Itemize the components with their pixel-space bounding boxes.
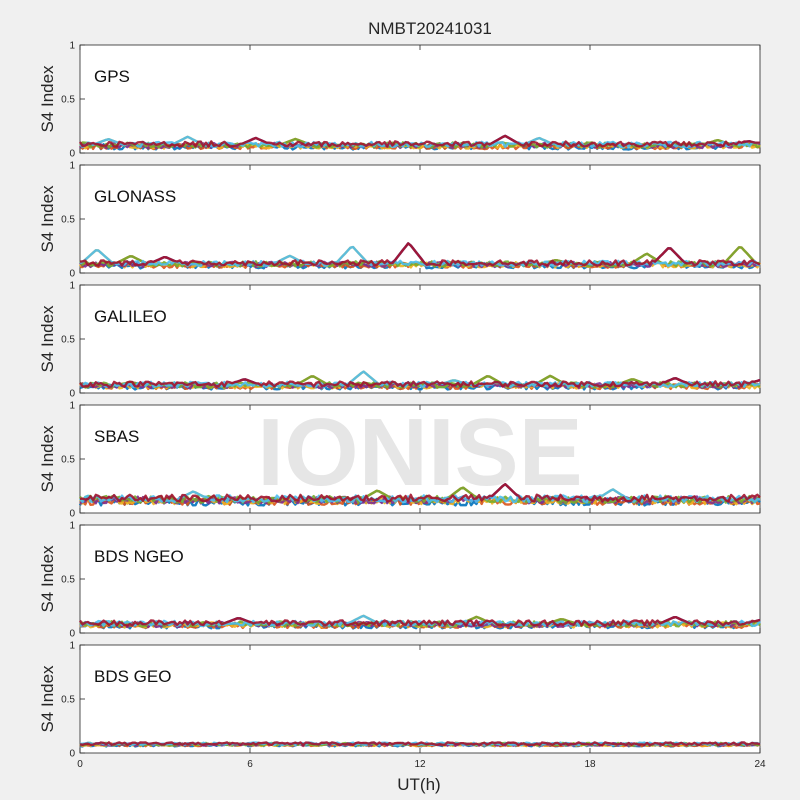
figure-title: NMBT20241031: [368, 19, 492, 38]
data-traces: [78, 134, 761, 151]
y-axis-label: S4 Index: [38, 185, 57, 253]
y-tick-label: 0: [69, 269, 75, 280]
y-axis-label: S4 Index: [38, 545, 57, 613]
y-tick-label: 0.5: [61, 335, 75, 346]
panel-galileo: 0 0.5 1 S4 Index GALILEO: [38, 281, 761, 400]
series-trace: [79, 741, 761, 747]
series-trace: [78, 134, 760, 148]
y-axis-label: S4 Index: [38, 425, 57, 493]
series-trace: [79, 377, 761, 388]
y-tick-label: 1: [69, 521, 75, 532]
y-tick-label: 0: [69, 509, 75, 520]
y-axis-label: S4 Index: [38, 665, 57, 733]
y-tick-label: 0.5: [61, 455, 75, 466]
y-tick-label: 1: [69, 41, 75, 52]
y-axis-label: S4 Index: [38, 65, 57, 133]
data-traces: [79, 614, 762, 630]
panel-gps: 0 0.5 1 S4 Index GPS: [38, 41, 761, 160]
y-tick-label: 0: [69, 389, 75, 400]
y-tick-label: 0.5: [61, 95, 75, 106]
data-traces: [78, 483, 761, 507]
y-axis-label: S4 Index: [38, 305, 57, 373]
x-axis-label: UT(h): [397, 775, 440, 794]
panel-bds-ngeo: 0 0.5 1 S4 Index BDS NGEO: [38, 521, 762, 640]
y-tick-label: 0.5: [61, 215, 75, 226]
series-trace: [79, 483, 761, 503]
plot-area: [79, 644, 761, 754]
plot-area: [79, 284, 761, 394]
panel-label: BDS GEO: [94, 667, 171, 686]
y-tick-label: 0: [69, 149, 75, 160]
y-tick-label: 0: [69, 749, 75, 760]
series-trace: [79, 245, 761, 268]
watermark: IONISE: [257, 399, 582, 506]
x-tick-label: 18: [584, 759, 596, 770]
series-trace: [79, 242, 761, 267]
panel-sbas: 0 0.5 1 S4 Index SBAS: [38, 401, 761, 520]
y-tick-label: 0.5: [61, 575, 75, 586]
x-tick-label: 24: [754, 759, 766, 770]
y-tick-label: 0.5: [61, 695, 75, 706]
panel-bds-geo: 0 0.5 1 S4 Index BDS GEO: [38, 641, 761, 760]
x-tick-label: 0: [77, 759, 83, 770]
panel-label: GLONASS: [94, 187, 176, 206]
plot-area: [79, 44, 761, 154]
data-traces: [79, 741, 761, 748]
panel-label: GALILEO: [94, 307, 167, 326]
panel-label: BDS NGEO: [94, 547, 184, 566]
x-tick-label: 6: [247, 759, 253, 770]
panels-group: 0 0.5 1 S4 Index GPS 0 0.5 1 S4 Index GLONASS 0 0.5…: [38, 41, 766, 771]
panel-label: SBAS: [94, 427, 139, 446]
panel-label: GPS: [94, 67, 130, 86]
y-tick-label: 0: [69, 629, 75, 640]
y-tick-label: 1: [69, 401, 75, 412]
y-tick-label: 1: [69, 281, 75, 292]
series-trace: [79, 616, 761, 627]
y-tick-label: 1: [69, 161, 75, 172]
data-traces: [78, 242, 762, 270]
panel-glonass: 0 0.5 1 S4 Index GLONASS: [38, 161, 762, 280]
plot-area: [79, 524, 761, 634]
y-tick-label: 1: [69, 641, 75, 652]
x-tick-label: 12: [414, 759, 426, 770]
data-traces: [79, 370, 761, 391]
